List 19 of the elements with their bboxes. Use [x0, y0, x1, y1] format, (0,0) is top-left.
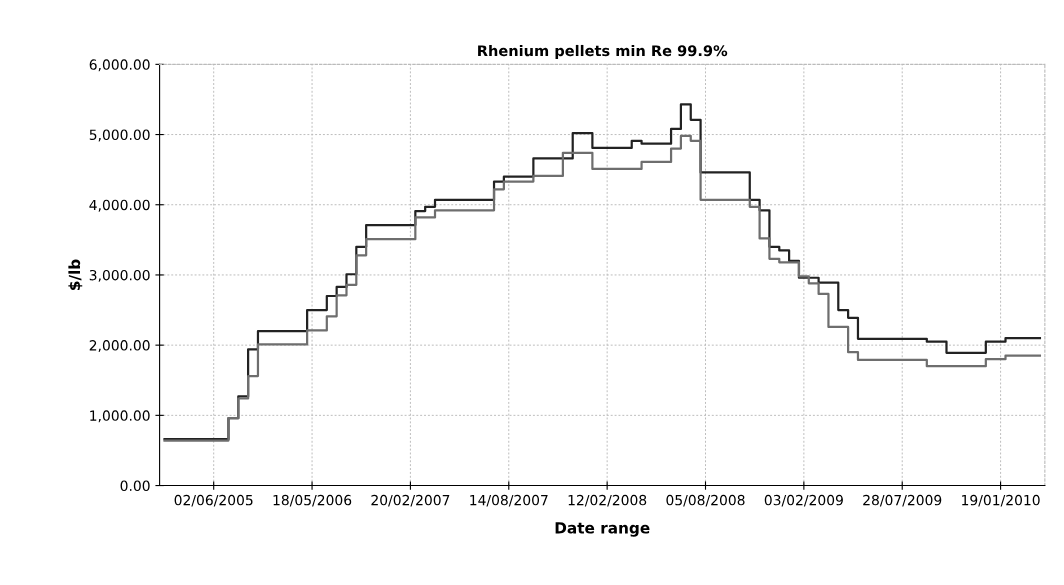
y-tick-label: 3,000.00: [89, 269, 150, 282]
y-tick-label: 5,000.00: [89, 129, 150, 142]
y-tick-label: 1,000.00: [90, 410, 150, 423]
x-axis-title: Date range: [555, 522, 650, 537]
y-tick-label: 4,000.00: [89, 199, 150, 212]
x-tick-label: 02/06/2005: [174, 494, 253, 507]
x-tick-label: 19/01/2010: [962, 494, 1040, 507]
x-tick-label: 20/02/2007: [371, 494, 450, 507]
y-axis-title: $/lb: [68, 259, 83, 290]
x-tick-label: 18/05/2006: [273, 494, 352, 507]
y-tick-label: 0.00: [120, 480, 150, 492]
x-tick-label: 03/02/2009: [764, 494, 843, 507]
x-tick-label: 12/02/2008: [568, 494, 647, 507]
x-tick-label: 28/07/2009: [863, 494, 942, 507]
y-tick-label: 2,000.00: [89, 340, 150, 353]
y-tick-label: 6,000.00: [89, 59, 150, 72]
chart-title: Rhenium pellets min Re 99.9%: [478, 44, 728, 60]
x-tick-label: 14/08/2007: [470, 494, 548, 507]
x-tick-label: 05/08/2008: [666, 494, 745, 507]
